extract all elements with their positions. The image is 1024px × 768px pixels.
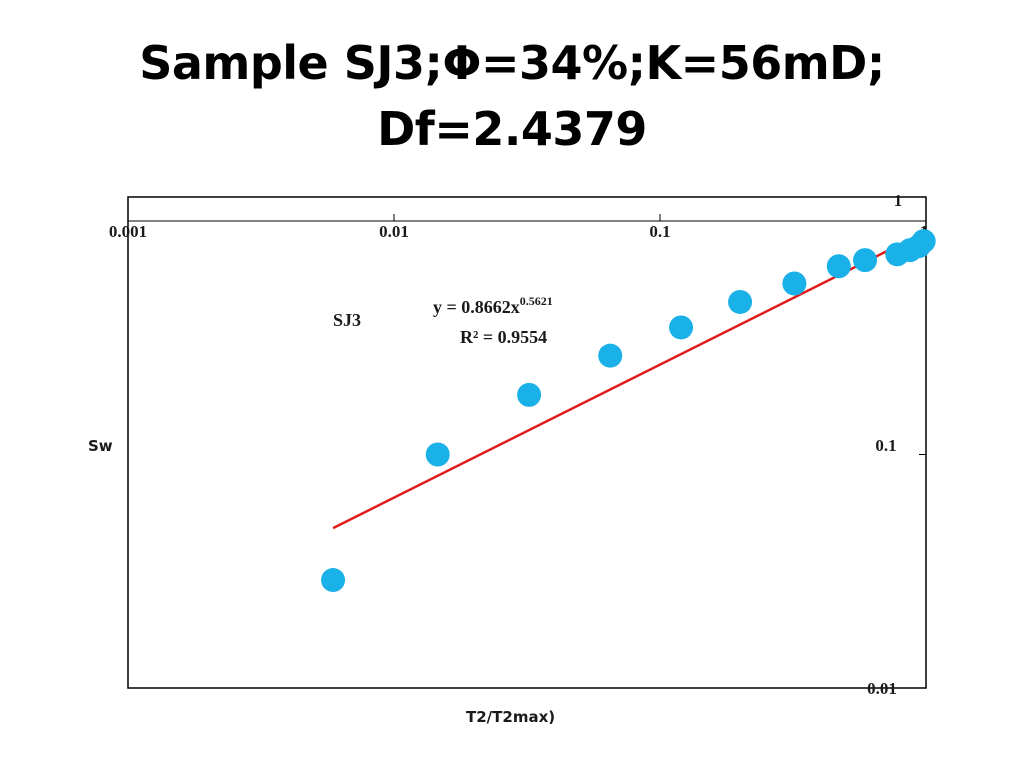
data-point: [598, 343, 623, 368]
x-axis-label: T2/T2max): [466, 708, 555, 726]
r-squared-label: R² = 0.9554: [460, 327, 547, 347]
y-tick-label: 0.01: [867, 679, 897, 698]
slide-title: Sample SJ3;Φ=34%;K=56mD; Df=2.4379: [0, 30, 1024, 162]
trendline-equation-base: y = 0.8662x: [433, 297, 520, 317]
y-axis-label: Sw: [88, 437, 113, 455]
data-points: [321, 229, 936, 593]
series-label: SJ3: [333, 310, 361, 330]
data-point: [669, 315, 694, 340]
y-axis: 0.01 0.1 1: [867, 191, 926, 698]
trendline: [332, 232, 923, 530]
y-tick-label: 0.1: [875, 436, 896, 455]
data-point: [517, 382, 542, 407]
x-tick-label: 0.001: [109, 222, 147, 241]
data-point: [782, 271, 807, 296]
data-point: [728, 289, 753, 314]
trendline-equation-exponent: 0.5621: [520, 294, 553, 308]
trendline-equation: y = 0.8662x0.5621: [433, 294, 553, 317]
x-tick-label: 0.1: [649, 222, 670, 241]
slide-title-line-2: Df=2.4379: [377, 102, 647, 156]
data-point: [853, 248, 878, 273]
data-point: [826, 254, 851, 279]
data-point: [911, 229, 936, 254]
x-tick-label: 0.01: [379, 222, 409, 241]
data-point: [321, 568, 346, 593]
plot-area-frame: [127, 196, 927, 689]
y-tick-label: 1: [894, 191, 903, 210]
slide-title-line-1: Sample SJ3;Φ=34%;K=56mD;: [139, 36, 885, 90]
data-point: [425, 442, 450, 467]
